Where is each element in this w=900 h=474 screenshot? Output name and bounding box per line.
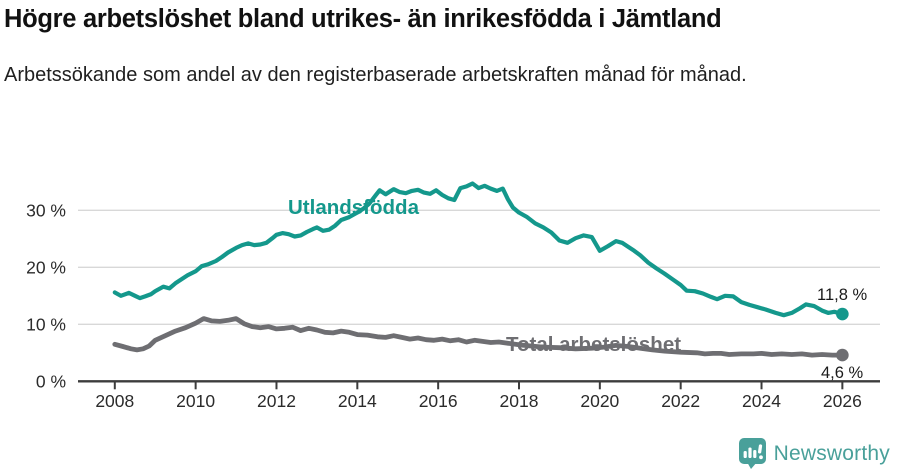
x-tick-label: 2014 (338, 391, 377, 411)
newsworthy-logo-text: Newsworthy (773, 441, 890, 465)
y-tick-label: 30 % (26, 200, 66, 220)
series-label-0: Utlandsfödda (288, 196, 420, 219)
y-tick-label: 20 % (26, 257, 66, 277)
x-tick-label: 2010 (176, 391, 215, 411)
series-end-value-label-0: 11,8 % (817, 286, 867, 304)
chart-subtitle: Arbetssökande som andel av den registerb… (4, 64, 747, 86)
series-end-value-label-1: 4,6 % (821, 364, 864, 382)
series-end-dot-1 (836, 348, 849, 362)
x-tick-label: 2012 (257, 391, 296, 411)
y-tick-label: 10 % (26, 314, 66, 334)
x-tick-label: 2016 (419, 391, 458, 411)
x-tick-label: 2024 (742, 391, 781, 411)
x-tick-label: 2026 (823, 391, 862, 411)
newsworthy-speech-bubble-bar-chart-icon (738, 438, 766, 469)
series-end-dot-0 (836, 307, 849, 321)
x-tick-label: 2018 (500, 391, 539, 411)
series-label-1: Total arbetslöshet (506, 333, 681, 356)
x-tick-label: 2008 (95, 391, 134, 411)
newsworthy-logo: Newsworthy (738, 438, 890, 469)
x-tick-label: 2020 (580, 391, 619, 411)
chart-title: Högre arbetslöshet bland utrikes- än inr… (4, 5, 722, 33)
x-tick-label: 2022 (661, 391, 700, 411)
series-line-0 (112, 181, 845, 318)
series-line-1 (112, 316, 845, 358)
y-tick-label: 0 % (36, 371, 66, 391)
